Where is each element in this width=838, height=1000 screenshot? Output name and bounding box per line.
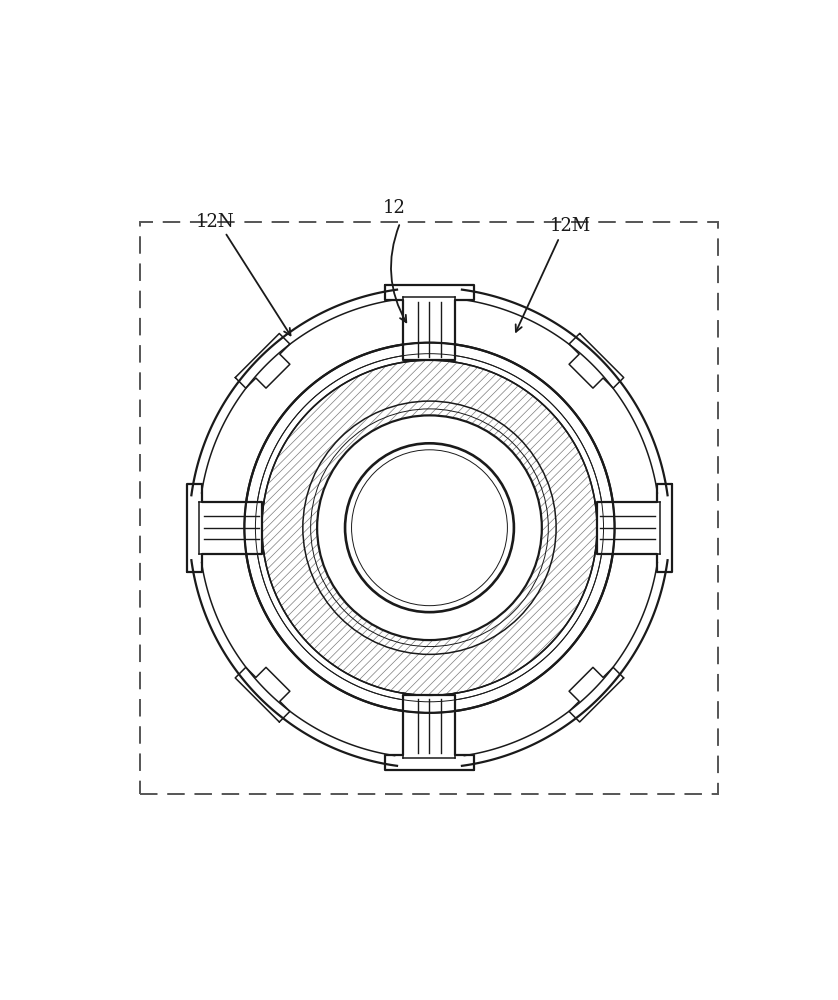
- Bar: [141, 222, 718, 794]
- Text: 12M: 12M: [550, 217, 591, 235]
- Text: 12: 12: [382, 199, 406, 217]
- Text: 12N: 12N: [196, 213, 235, 231]
